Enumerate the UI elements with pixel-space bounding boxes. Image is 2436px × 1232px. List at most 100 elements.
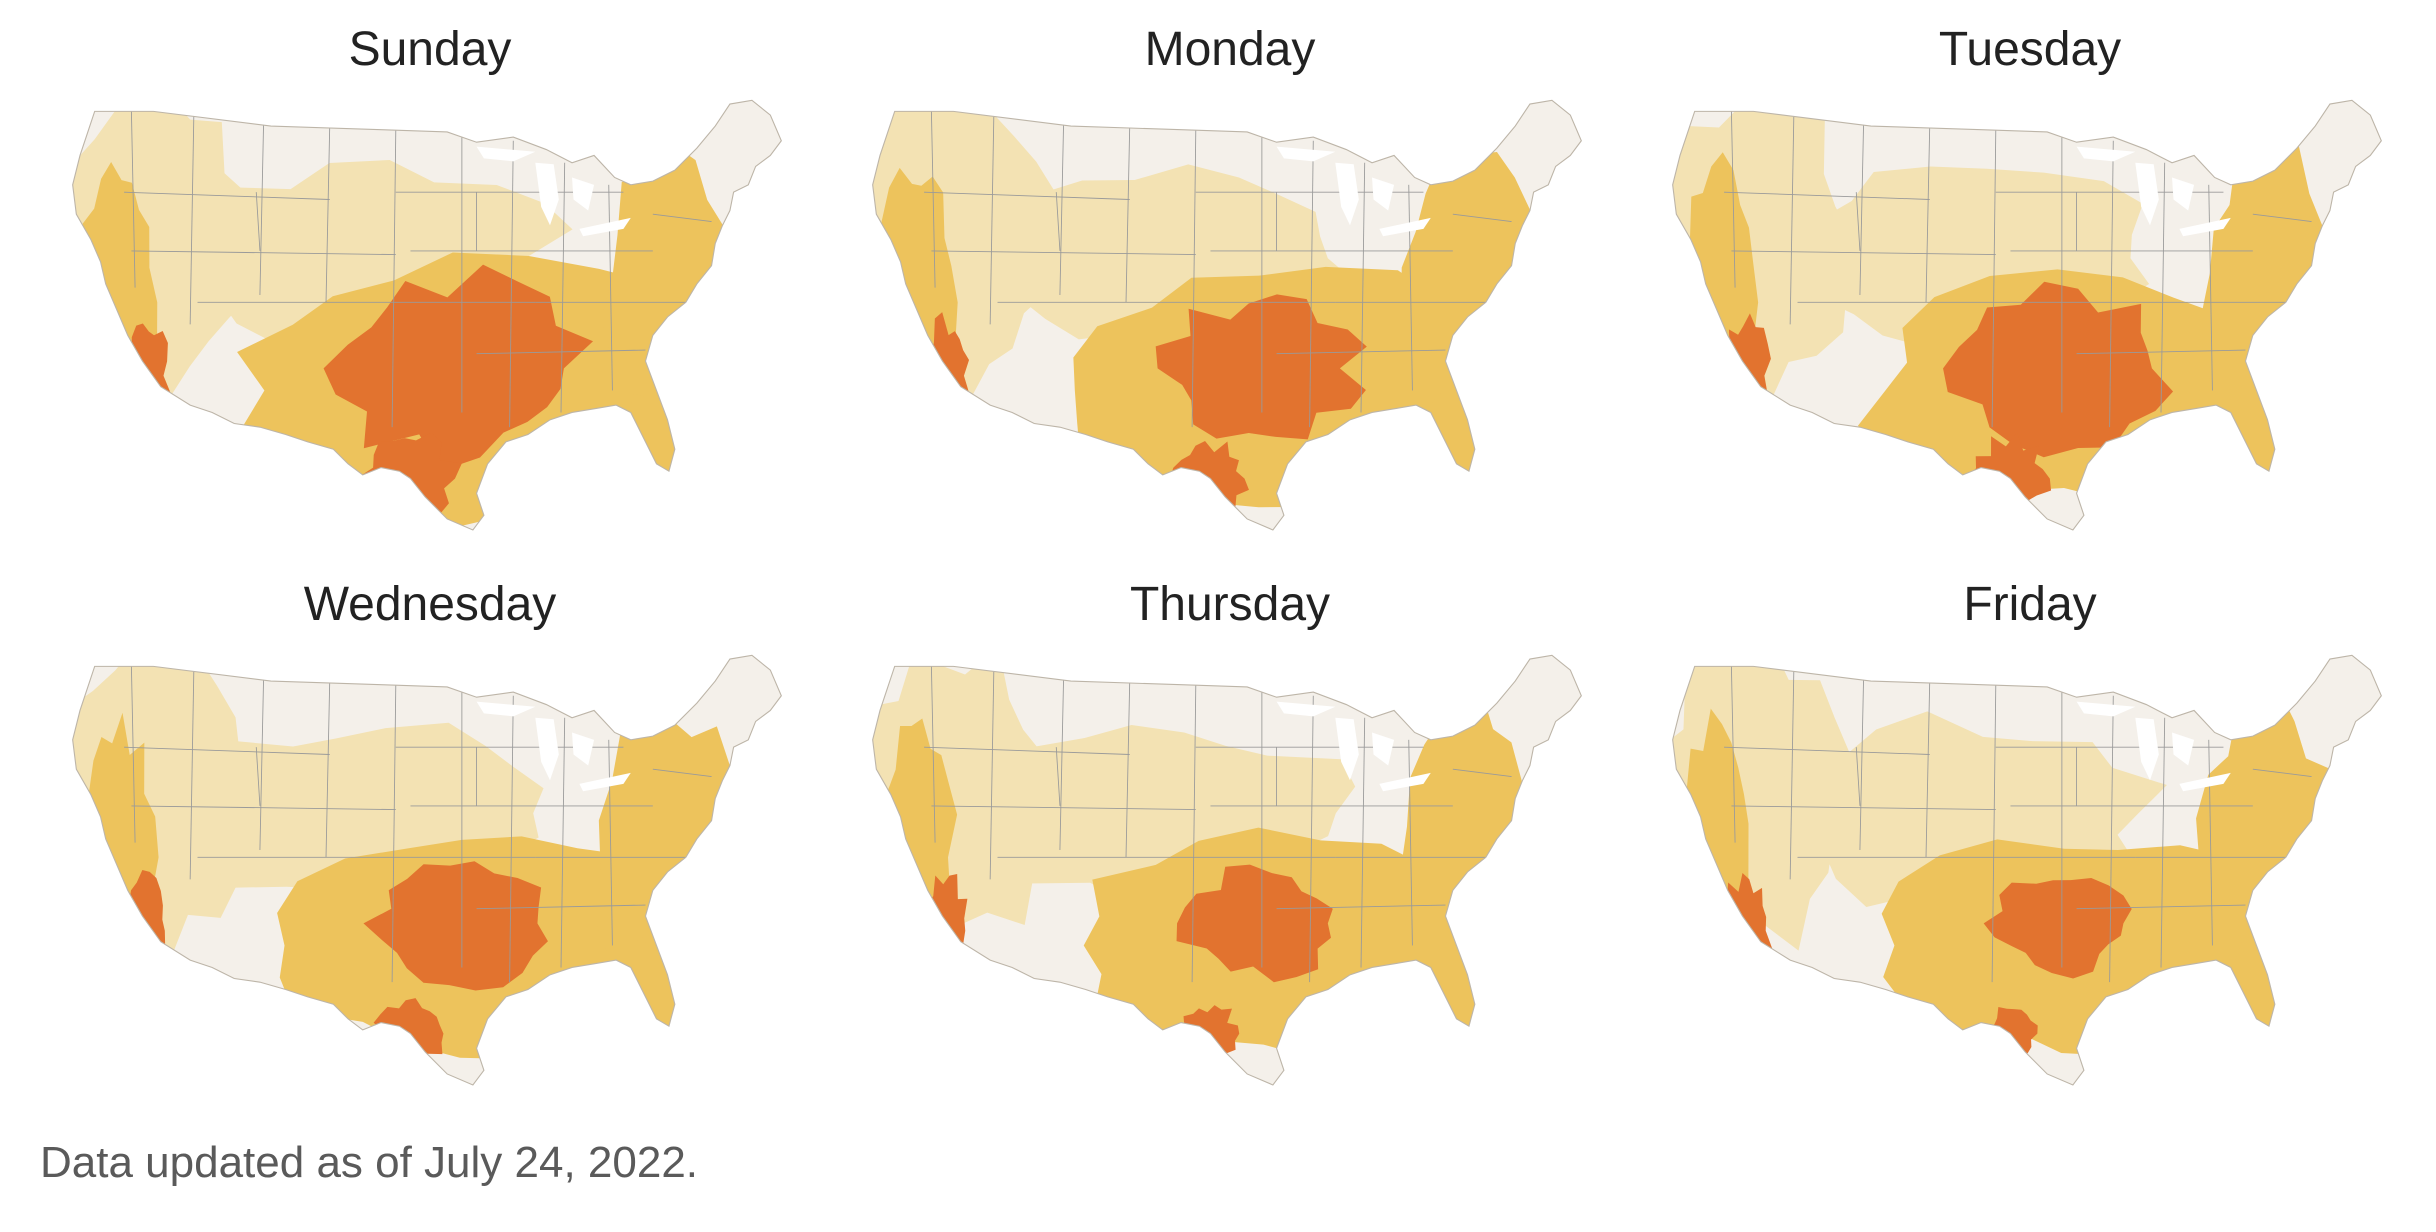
panel-title: Wednesday — [303, 578, 557, 631]
state-border — [1789, 670, 1795, 880]
state-border — [560, 162, 566, 413]
panel-title: Friday — [1963, 578, 2097, 631]
state-border — [124, 746, 330, 755]
state-borders — [1724, 111, 2312, 428]
moderate-heat-area — [1426, 382, 1481, 522]
state-border — [1859, 677, 1865, 850]
heat-map-grid: Sunday Monday Tuesday Wednesday Thursday… — [40, 10, 2420, 1120]
state-border — [189, 115, 195, 325]
lake-michigan — [2135, 717, 2159, 781]
state-border — [124, 191, 330, 200]
lake-erie — [579, 772, 631, 792]
state-border — [1925, 127, 1931, 303]
heat-layer — [1672, 105, 2337, 523]
panel-title: Tuesday — [1938, 23, 2122, 76]
lake-erie — [1379, 772, 1431, 792]
lake-superior — [476, 701, 536, 717]
state-border — [931, 805, 1196, 811]
severe-heat-area — [1943, 281, 2174, 458]
country-outline — [1672, 654, 2382, 1086]
moderate-heat-area — [626, 379, 680, 521]
state-border — [391, 130, 397, 428]
state-border — [509, 695, 514, 983]
state-border — [1855, 192, 1861, 251]
lake-michigan — [1335, 717, 1359, 781]
state-border — [189, 670, 195, 880]
us-heat-map — [1672, 99, 2382, 531]
country-outline — [872, 654, 1582, 1086]
severe-heat-area — [1983, 878, 2132, 979]
state-border — [924, 746, 1130, 755]
country-outline — [72, 99, 782, 531]
state-border — [325, 127, 331, 303]
lake-huron — [572, 177, 595, 211]
lake-erie — [579, 217, 631, 237]
state-border — [1125, 127, 1131, 303]
state-border — [931, 250, 1196, 256]
state-border — [1855, 747, 1861, 806]
state-border — [989, 115, 995, 325]
lake-superior — [2076, 701, 2136, 717]
state-border — [2208, 739, 2213, 946]
state-border — [930, 111, 936, 288]
lake-huron — [2172, 732, 2195, 766]
lake-superior — [476, 146, 536, 162]
state-border — [255, 747, 261, 806]
state-border — [2109, 695, 2114, 983]
severe-heat-area — [1155, 294, 1367, 440]
severe-heat-area — [1176, 864, 1333, 983]
moderate-heat-area — [626, 935, 680, 1080]
state-border — [1991, 685, 1997, 983]
country-outline — [72, 654, 782, 1086]
map-panel-sunday: Sunday — [40, 10, 820, 565]
state-border — [1925, 682, 1931, 858]
lake-michigan — [535, 162, 559, 226]
lake-huron — [2172, 177, 2195, 211]
state-border — [2109, 140, 2114, 428]
state-border — [608, 184, 613, 391]
state-border — [652, 213, 712, 222]
state-border — [259, 677, 265, 850]
state-border — [1859, 122, 1865, 295]
state-border — [131, 250, 396, 256]
map-panel-tuesday: Tuesday — [1640, 10, 2420, 565]
severe-heat-area — [323, 264, 594, 471]
state-border — [1452, 213, 1512, 222]
state-borders — [924, 666, 1512, 983]
map-panel-wednesday: Wednesday — [40, 565, 820, 1120]
state-border — [1408, 184, 1413, 391]
state-border — [1724, 191, 1930, 200]
lake-michigan — [2135, 162, 2159, 226]
panel-title: Thursday — [1129, 578, 1331, 631]
lake-huron — [572, 732, 595, 766]
state-border — [1731, 805, 1996, 811]
state-border — [1724, 746, 1930, 755]
panel-title: Sunday — [348, 23, 512, 76]
map-panel-friday: Friday — [1640, 565, 2420, 1120]
state-border — [652, 768, 712, 777]
state-border — [1309, 140, 1314, 428]
state-border — [1360, 162, 1366, 413]
lake-superior — [1276, 701, 1336, 717]
state-border — [1125, 682, 1131, 858]
state-border — [1276, 904, 1446, 910]
state-border — [1191, 130, 1197, 428]
state-border — [2076, 904, 2246, 910]
lake-michigan — [535, 717, 559, 781]
us-heat-map — [872, 99, 1582, 531]
severe-heat-area — [363, 861, 548, 991]
state-border — [1991, 130, 1997, 428]
state-border — [325, 682, 331, 858]
state-border — [130, 666, 136, 843]
state-border — [2076, 349, 2246, 355]
lake-huron — [1372, 177, 1395, 211]
state-border — [1055, 747, 1061, 806]
state-border — [2252, 768, 2312, 777]
state-border — [1309, 695, 1314, 983]
state-border — [255, 192, 261, 251]
lake-superior — [2076, 146, 2136, 162]
state-border — [924, 191, 1130, 200]
lake-huron — [1372, 732, 1395, 766]
state-border — [1731, 250, 1996, 256]
us-heat-map — [872, 654, 1582, 1086]
